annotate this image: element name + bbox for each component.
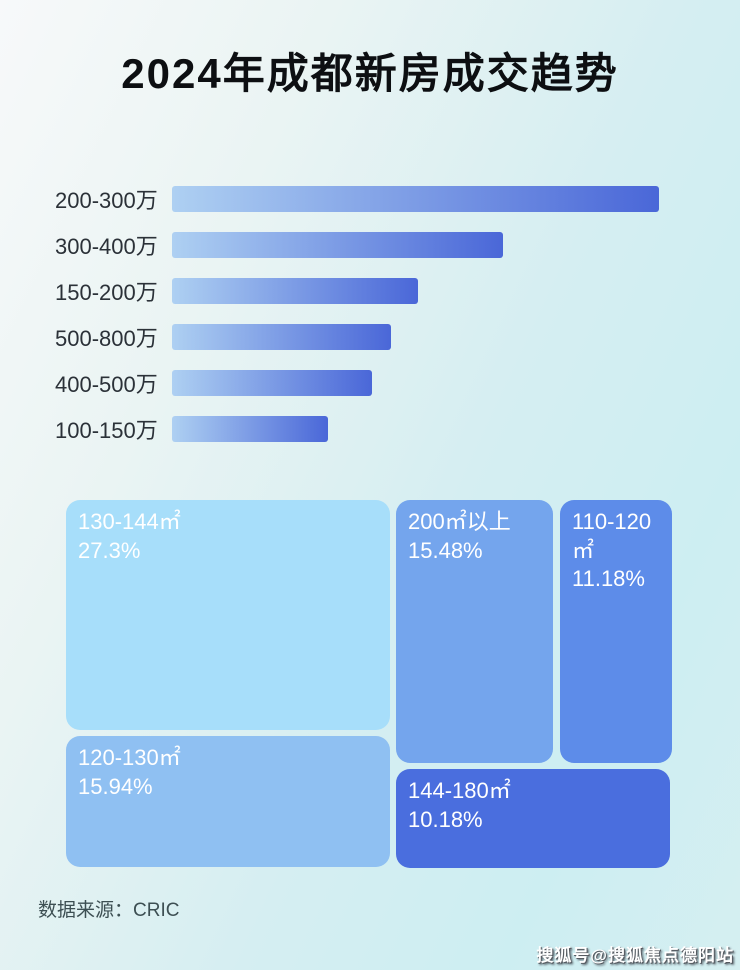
bar-label: 150-200万	[55, 280, 158, 305]
treemap-block-value: 10.18%	[408, 806, 483, 832]
treemap-block-144-180: 144-180㎡ 10.18%	[396, 769, 670, 868]
bar-500-800w	[172, 324, 392, 350]
bar-100-150w	[172, 416, 328, 442]
bar-row: 400-500万	[0, 370, 740, 397]
treemap-block-label: 110-120㎡	[572, 509, 652, 563]
treemap-block-label: 120-130㎡	[78, 745, 181, 770]
bar-row: 500-800万	[0, 324, 740, 351]
bar-label: 500-800万	[55, 326, 158, 351]
price-bar-chart: 200-300万 300-400万 150-200万 500-800万 400-…	[0, 186, 740, 462]
area-treemap: 130-144㎡ 27.3% 120-130㎡ 15.94% 200㎡以上 15…	[66, 500, 672, 868]
bar-label: 300-400万	[55, 234, 158, 259]
treemap-block-value: 15.94%	[78, 773, 153, 799]
bar-track	[172, 370, 659, 396]
treemap-block-label: 144-180㎡	[408, 778, 511, 803]
treemap-block-200-plus: 200㎡以上 15.48%	[396, 500, 553, 763]
bar-label: 400-500万	[55, 372, 158, 397]
bar-row: 150-200万	[0, 278, 740, 305]
treemap-block-label: 200㎡以上	[408, 509, 511, 534]
data-source-text: 数据来源：CRIC	[38, 900, 180, 921]
treemap-block-value: 11.18%	[572, 566, 645, 592]
bar-row: 100-150万	[0, 416, 740, 443]
bar-row: 200-300万	[0, 186, 740, 213]
bar-track	[172, 324, 659, 350]
watermark-text: 搜狐号@搜狐焦点德阳站	[536, 946, 734, 965]
bar-track	[172, 416, 659, 442]
treemap-block-110-120: 110-120㎡ 11.18%	[560, 500, 672, 763]
bar-150-200w	[172, 278, 418, 304]
treemap-block-120-130: 120-130㎡ 15.94%	[66, 736, 390, 867]
bar-200-300w	[172, 186, 659, 212]
bar-label: 100-150万	[55, 418, 158, 443]
bar-300-400w	[172, 232, 504, 258]
bar-row: 300-400万	[0, 232, 740, 259]
treemap-block-value: 27.3%	[78, 537, 141, 563]
bar-label: 200-300万	[55, 188, 158, 213]
treemap-block-value: 15.48%	[408, 537, 483, 563]
page-title: 2024年成都新房成交趋势	[121, 50, 619, 97]
treemap-block-130-144: 130-144㎡ 27.3%	[66, 500, 390, 730]
bar-track	[172, 278, 659, 304]
treemap-block-label: 130-144㎡	[78, 509, 181, 534]
bar-400-500w	[172, 370, 372, 396]
bar-track	[172, 186, 659, 212]
bar-track	[172, 232, 659, 258]
